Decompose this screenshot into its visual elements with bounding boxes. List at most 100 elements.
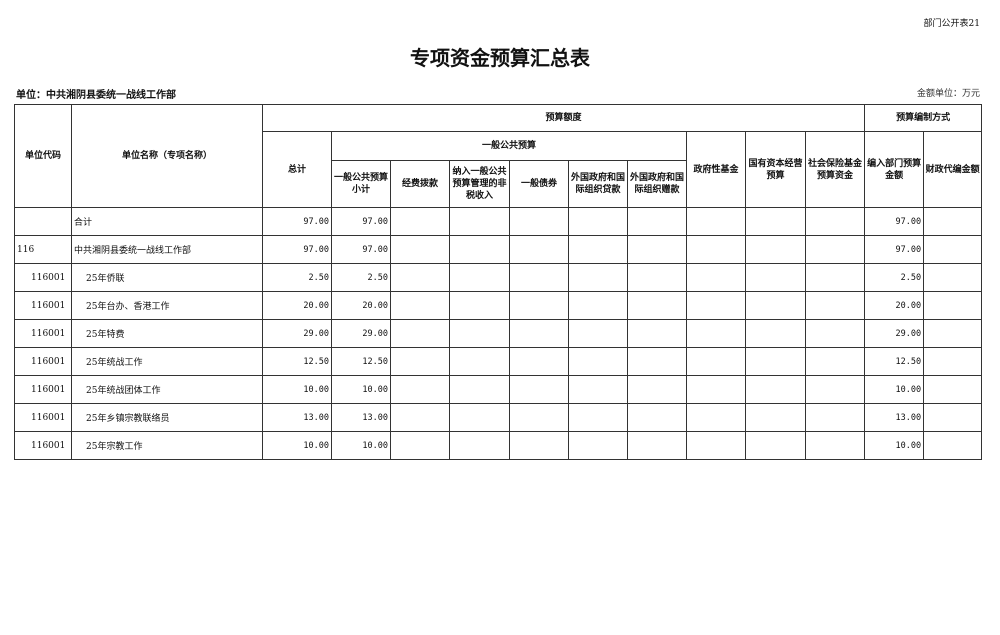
page-title: 专项资金预算汇总表 [410,46,590,70]
table-row: 116001 25年统战工作 12.50 12.50 12.50 [14,347,983,376]
cell-empty [804,431,866,460]
cell-empty [390,403,450,432]
cell-name: 25年宗教工作 [71,431,263,460]
cell-empty [568,403,628,432]
cell-empty [804,291,866,320]
unit-label: 单位：中共湘阴县委统一战线工作部 [16,90,176,101]
cell-name: 25年统战工作 [71,347,263,376]
cell-empty [449,207,510,236]
cell-code: 116001 [14,263,72,292]
cell-empty [449,235,510,264]
cell-empty [568,291,628,320]
header-total: 总计 [262,131,332,208]
cell-empty [627,319,687,348]
cell-fiscal-proxy [923,375,983,404]
cell-empty [804,263,866,292]
header-general-public: 一般公共预算 [331,131,687,161]
cell-empty [745,319,806,348]
cell-subtotal: 20.00 [331,291,391,320]
cell-fiscal-proxy [923,291,983,320]
cell-empty [390,319,450,348]
cell-empty [390,291,450,320]
cell-empty [627,347,687,376]
cell-dept-budget: 2.50 [864,263,925,292]
cell-subtotal: 29.00 [331,319,391,348]
cell-empty [745,347,806,376]
header-foreign-loans: 外国政府和国际组织贷款 [568,160,628,208]
cell-empty [509,431,569,460]
cell-total: 97.00 [262,235,332,264]
cell-empty [449,375,510,404]
cell-empty [627,235,687,264]
money-unit: 金额单位：万元 [916,89,980,99]
table-row: 116001 25年特费 29.00 29.00 29.00 [14,319,983,348]
cell-empty [627,263,687,292]
cell-empty [804,403,866,432]
cell-empty [745,431,806,460]
table-row: 116 中共湘阴县委统一战线工作部 97.00 97.00 97.00 [14,235,983,264]
header-subtotal: 一般公共预算小计 [331,160,391,208]
cell-empty [745,235,806,264]
cell-empty [449,291,510,320]
header-fiscal-proxy: 财政代编金额 [923,131,983,208]
cell-code: 116001 [14,431,72,460]
header-state-capital: 国有资本经营预算 [745,131,806,208]
cell-subtotal: 10.00 [331,431,391,460]
cell-code: 116 [14,235,72,264]
cell-code: 116001 [14,375,72,404]
cell-name: 25年台办、香港工作 [71,291,263,320]
table-row: 116001 25年台办、香港工作 20.00 20.00 20.00 [14,291,983,320]
cell-empty [449,431,510,460]
header-code: 单位代码 [14,104,72,208]
cell-empty [686,207,746,236]
cell-empty [804,375,866,404]
cell-name: 25年乡镇宗教联络员 [71,403,263,432]
cell-fiscal-proxy [923,235,983,264]
cell-empty [568,319,628,348]
cell-dept-budget: 10.00 [864,431,925,460]
cell-empty [449,263,510,292]
cell-total: 97.00 [262,207,332,236]
cell-dept-budget: 97.00 [864,207,925,236]
header-name: 单位名称（专项名称） [71,104,263,208]
cell-empty [745,375,806,404]
cell-empty [745,403,806,432]
cell-empty [686,347,746,376]
cell-empty [509,263,569,292]
cell-name: 25年侨联 [71,263,263,292]
header-method: 预算编制方式 [864,104,983,132]
cell-empty [390,375,450,404]
cell-empty [390,235,450,264]
table-row: 合计 97.00 97.00 97.00 [14,207,983,236]
cell-subtotal: 10.00 [331,375,391,404]
cell-code [14,207,72,236]
cell-code: 116001 [14,347,72,376]
cell-fiscal-proxy [923,403,983,432]
header-appropriation: 经费拨款 [390,160,450,208]
cell-empty [686,403,746,432]
cell-empty [804,207,866,236]
cell-fiscal-proxy [923,319,983,348]
header-foreign-grants: 外国政府和国际组织赠款 [627,160,687,208]
cell-empty [390,263,450,292]
cell-fiscal-proxy [923,207,983,236]
cell-empty [686,291,746,320]
cell-total: 20.00 [262,291,332,320]
cell-name: 25年统战团体工作 [71,375,263,404]
cell-empty [627,291,687,320]
header-nontax: 纳入一般公共预算管理的非税收入 [449,160,510,208]
cell-dept-budget: 13.00 [864,403,925,432]
cell-empty [745,207,806,236]
cell-total: 10.00 [262,431,332,460]
cell-dept-budget: 10.00 [864,375,925,404]
table-row: 116001 25年宗教工作 10.00 10.00 10.00 [14,431,983,460]
cell-empty [804,347,866,376]
cell-empty [568,207,628,236]
cell-dept-budget: 29.00 [864,319,925,348]
cell-name: 25年特费 [71,319,263,348]
cell-empty [745,291,806,320]
cell-name: 中共湘阴县委统一战线工作部 [71,235,263,264]
cell-total: 29.00 [262,319,332,348]
cell-empty [509,207,569,236]
header-bonds: 一般债券 [509,160,569,208]
